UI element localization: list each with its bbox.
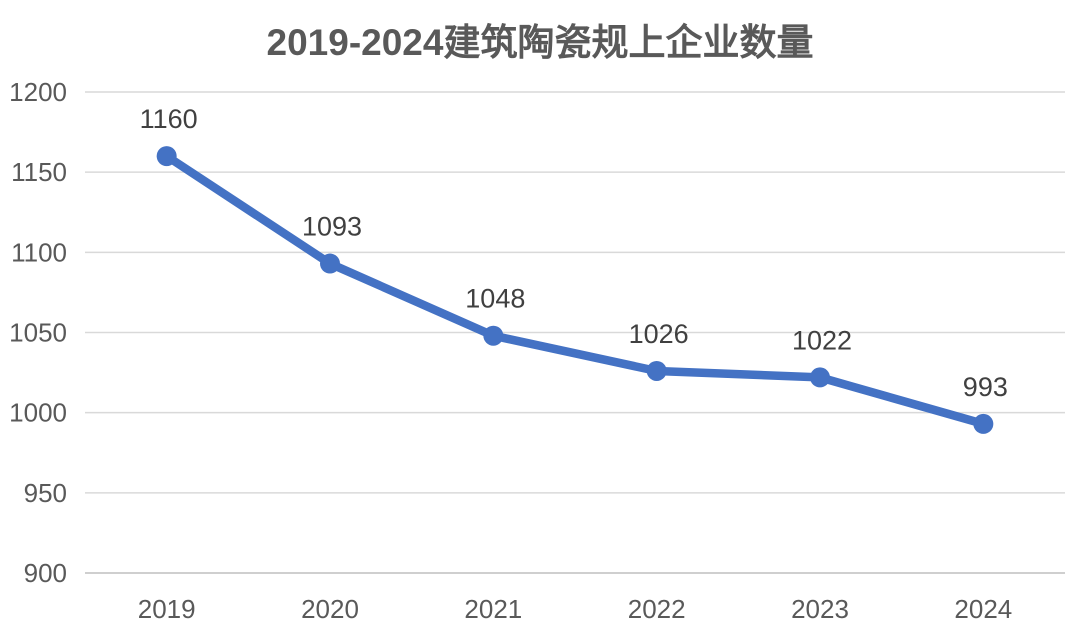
data-point	[320, 253, 340, 274]
x-tick-label: 2021	[464, 594, 522, 624]
chart-title: 2019-2024建筑陶瓷规上企业数量	[266, 22, 814, 63]
y-tick-label: 950	[24, 478, 67, 508]
y-tick-label: 1050	[9, 318, 67, 348]
data-label: 1160	[140, 104, 198, 134]
data-point	[810, 367, 830, 388]
data-point	[973, 413, 994, 434]
data-label: 1022	[792, 325, 852, 355]
data-point	[483, 325, 504, 346]
x-tick-label: 2020	[301, 594, 359, 624]
data-point	[646, 360, 667, 381]
y-tick-label: 1150	[11, 157, 67, 187]
line-series	[162, 151, 988, 429]
x-tick-label: 2024	[954, 594, 1012, 624]
data-label: 1093	[302, 212, 362, 242]
data-point	[156, 146, 177, 167]
x-tick-label: 2019	[138, 594, 196, 624]
y-tick-label: 900	[24, 558, 67, 588]
y-tick-label: 1100	[11, 237, 67, 267]
x-tick-label: 2023	[791, 594, 849, 624]
x-tick-label: 2022	[628, 594, 686, 624]
data-label: 1026	[629, 319, 689, 349]
y-tick-label: 1000	[9, 398, 67, 428]
data-label: 1048	[465, 284, 525, 314]
data-label: 993	[963, 372, 1008, 402]
y-tick-label: 1200	[9, 77, 67, 107]
